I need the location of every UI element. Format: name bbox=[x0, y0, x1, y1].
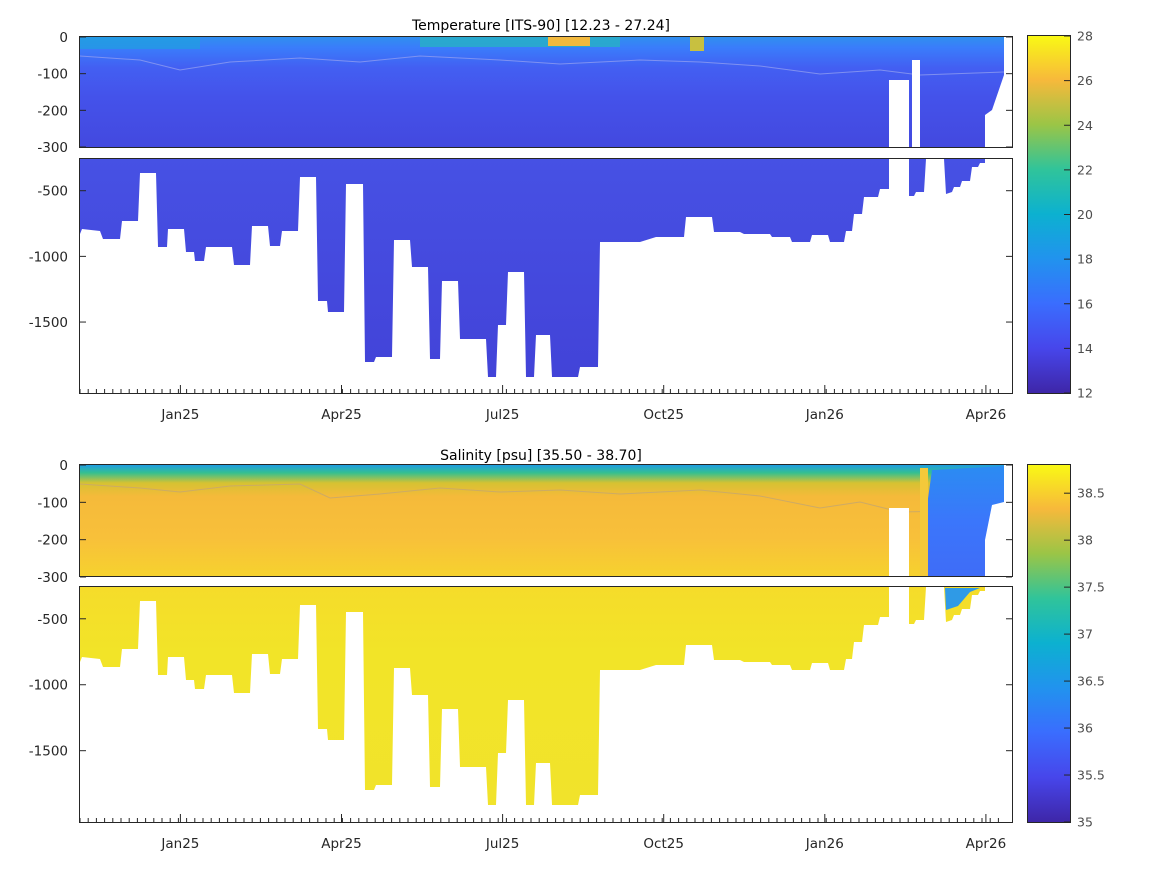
temperature-surface-patch bbox=[80, 37, 200, 49]
salinity-fresh-region bbox=[925, 466, 1004, 577]
y-tick-label: -100 bbox=[37, 495, 68, 511]
x-tick-label: Jan26 bbox=[805, 407, 844, 423]
x-tick-label: Jan25 bbox=[160, 407, 199, 423]
temperature-contour bbox=[79, 55, 1005, 76]
salinity-panel: Salinity [psu] [35.50 - 38.70] 0 -100 -200… bbox=[29, 448, 1105, 852]
temperature-surface-patch bbox=[690, 37, 704, 51]
temperature-surface-patch bbox=[420, 37, 620, 47]
y-tick-label: -1500 bbox=[29, 744, 68, 760]
colorbar-tick-label: 28 bbox=[1077, 29, 1093, 44]
y-tick-label: -100 bbox=[37, 67, 68, 83]
colorbar-tick-label: 38 bbox=[1077, 533, 1093, 548]
temperature-lower-axes bbox=[79, 158, 1013, 394]
x-tick-label: Apr26 bbox=[966, 407, 1007, 423]
colorbar-tick-label: 38.5 bbox=[1077, 486, 1105, 501]
x-tick-label: Jul25 bbox=[485, 407, 519, 423]
salinity-fresh-deep bbox=[945, 588, 980, 610]
colorbar-tick-label: 18 bbox=[1077, 252, 1093, 267]
data-gap bbox=[889, 80, 909, 147]
x-tick-label: Jul25 bbox=[485, 836, 519, 852]
salinity-contour bbox=[79, 483, 1005, 513]
temperature-panel: Temperature [ITS-90] [12.23 - 27.24] 0 -1… bbox=[29, 18, 1093, 423]
salinity-surface-patch bbox=[920, 468, 928, 577]
y-tick-label: 0 bbox=[59, 458, 68, 474]
temperature-ticks: 0 -100 -200 -300 -500 -1000 -1500 Jan25 Apr25 Jul… bbox=[29, 30, 1012, 423]
x-tick-label: Oct25 bbox=[643, 836, 684, 852]
colorbar-tick-label: 37 bbox=[1077, 627, 1093, 642]
temperature-title: Temperature [ITS-90] [12.23 - 27.24] bbox=[411, 18, 670, 34]
temperature-colorbar-ticks: 12 14 16 18 20 22 24 26 28 bbox=[1064, 29, 1093, 401]
y-tick-label: 0 bbox=[59, 30, 68, 46]
colorbar-tick-label: 22 bbox=[1077, 162, 1093, 177]
y-tick-label: -300 bbox=[37, 140, 68, 156]
salinity-lower-axes bbox=[79, 586, 1013, 823]
data-gap bbox=[985, 75, 1004, 147]
data-gap bbox=[912, 60, 920, 147]
y-tick-label: -1000 bbox=[29, 249, 68, 265]
temperature-lower-field bbox=[80, 159, 985, 377]
salinity-upper-fill bbox=[80, 465, 1004, 577]
salinity-title: Salinity [psu] [35.50 - 38.70] bbox=[440, 448, 642, 464]
salinity-lower-fill bbox=[80, 587, 985, 805]
colorbar-tick-label: 12 bbox=[1077, 386, 1093, 401]
x-tick-label: Apr26 bbox=[966, 836, 1007, 852]
x-tick-label: Apr25 bbox=[321, 407, 362, 423]
y-tick-label: -500 bbox=[37, 612, 68, 628]
colorbar-tick-label: 24 bbox=[1077, 118, 1093, 133]
y-tick-label: -300 bbox=[37, 570, 68, 586]
y-tick-label: -500 bbox=[37, 184, 68, 200]
colorbar-tick-label: 37.5 bbox=[1077, 580, 1105, 595]
salinity-ticks: 0 -100 -200 -300 -500 -1000 -1500 Jan25 Apr25 Jul… bbox=[29, 458, 1012, 852]
colorbar-tick-label: 36.5 bbox=[1077, 674, 1105, 689]
colorbar-tick-label: 35 bbox=[1077, 815, 1093, 830]
salinity-lower-field bbox=[80, 587, 985, 805]
x-tick-label: Jan25 bbox=[160, 836, 199, 852]
x-tick-label: Jan26 bbox=[805, 836, 844, 852]
colorbar-tick-label: 35.5 bbox=[1077, 768, 1105, 783]
salinity-upper-field bbox=[79, 465, 1005, 577]
colorbar-tick-label: 36 bbox=[1077, 721, 1093, 736]
data-gap bbox=[985, 502, 1004, 577]
y-tick-label: -200 bbox=[37, 103, 68, 119]
x-tick-label: Apr25 bbox=[321, 836, 362, 852]
salinity-colorbar-ticks: 35 35.5 36 36.5 37 37.5 38 38.5 bbox=[1064, 486, 1105, 830]
colorbar-tick-label: 26 bbox=[1077, 73, 1093, 88]
y-tick-label: -1000 bbox=[29, 678, 68, 694]
salinity-upper-axes bbox=[79, 464, 1013, 577]
temperature-lower-fill bbox=[80, 159, 985, 377]
temperature-upper-field bbox=[79, 37, 1005, 147]
salinity-colorbar bbox=[1027, 464, 1070, 822]
temperature-colorbar bbox=[1027, 35, 1070, 393]
temperature-upper-axes bbox=[79, 36, 1013, 148]
temperature-colorbar-frame bbox=[1027, 35, 1071, 394]
colorbar-tick-label: 20 bbox=[1077, 207, 1093, 222]
data-gap bbox=[889, 508, 909, 577]
temperature-upper-fill bbox=[80, 37, 1004, 147]
colorbar-tick-label: 14 bbox=[1077, 341, 1093, 356]
x-tick-label: Oct25 bbox=[643, 407, 684, 423]
y-tick-label: -200 bbox=[37, 533, 68, 549]
temperature-surface-patch bbox=[548, 37, 590, 46]
y-tick-label: -1500 bbox=[29, 315, 68, 331]
colorbar-tick-label: 16 bbox=[1077, 296, 1093, 311]
salinity-colorbar-frame bbox=[1027, 464, 1071, 823]
